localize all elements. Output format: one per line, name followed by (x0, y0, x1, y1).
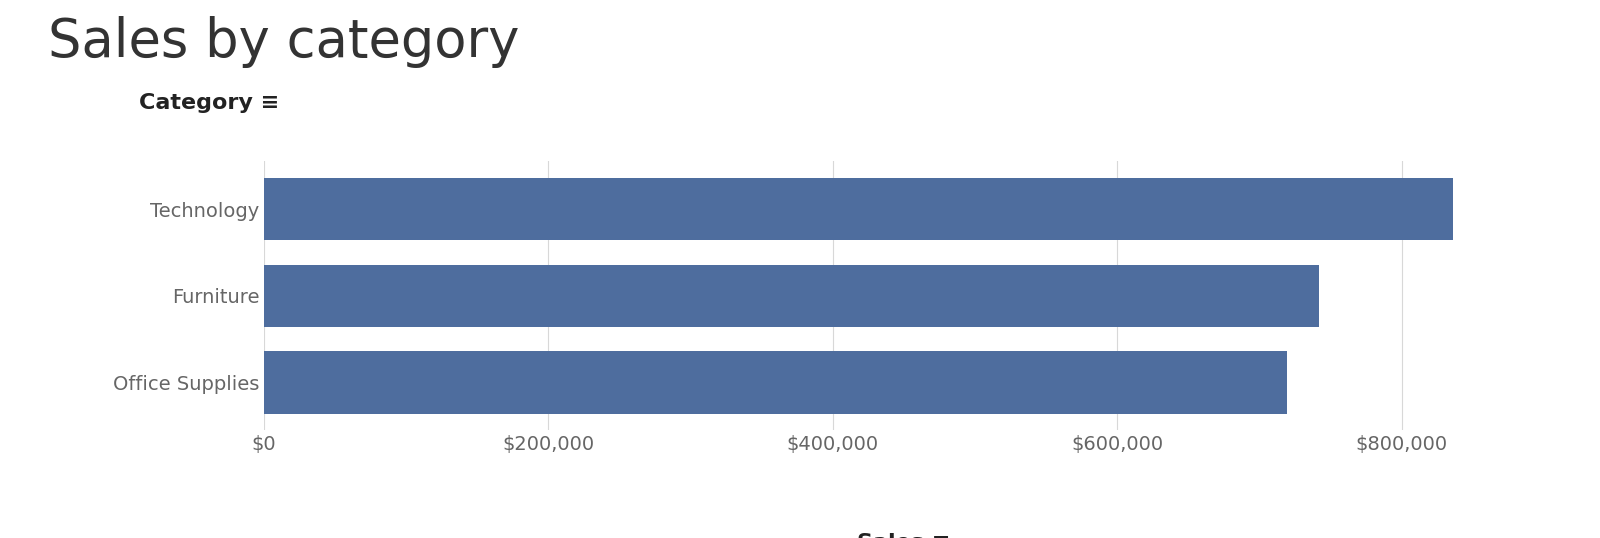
Bar (264, 265, 1320, 327)
Text: Sales by category: Sales by category (48, 16, 520, 68)
Bar (264, 178, 1453, 240)
Text: Sales ≡: Sales ≡ (858, 533, 950, 538)
Text: Category ≡: Category ≡ (139, 93, 278, 113)
Bar (264, 351, 1286, 414)
